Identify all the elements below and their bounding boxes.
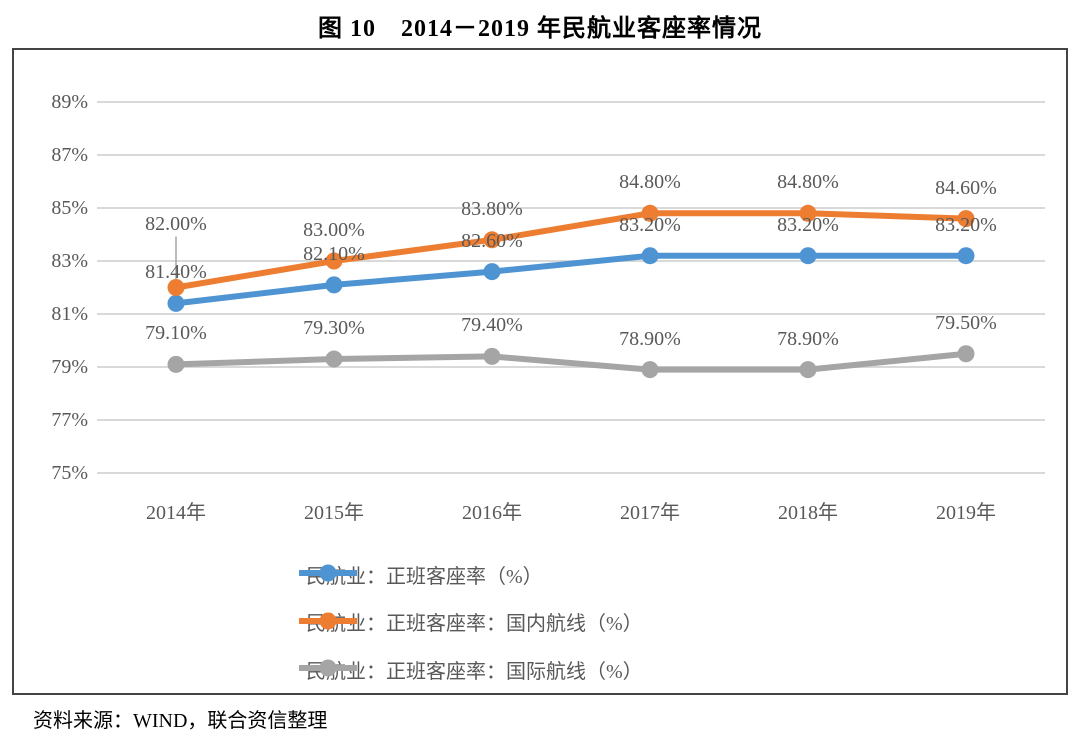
legend-item: 民航业：正班客座率：国际航线（%） xyxy=(299,658,643,683)
data-label: 78.90% xyxy=(777,327,839,350)
data-point-marker xyxy=(483,263,501,281)
x-axis-tick-label: 2016年 xyxy=(462,502,522,524)
legend-marker-gray xyxy=(299,659,357,677)
data-point-marker xyxy=(167,294,185,312)
legend-marker-orange xyxy=(299,612,357,629)
data-label: 82.00% xyxy=(145,212,207,235)
data-label: 83.00% xyxy=(303,219,365,241)
data-point-marker xyxy=(799,247,817,265)
data-label: 79.10% xyxy=(145,322,207,345)
data-point-marker xyxy=(325,252,343,270)
data-label: 79.50% xyxy=(935,311,997,334)
legend-label: 民航业：正班客座率（%） xyxy=(306,565,543,588)
series-line-blue xyxy=(173,252,969,307)
data-point-marker xyxy=(957,247,975,265)
data-label: 83.20% xyxy=(777,213,839,236)
data-point-marker xyxy=(641,204,659,222)
series-line-orange xyxy=(173,210,969,291)
data-point-marker xyxy=(483,231,501,249)
data-point-marker xyxy=(167,355,185,373)
data-point-marker xyxy=(957,210,975,228)
data-point-marker xyxy=(799,204,817,222)
data-point-marker xyxy=(325,350,343,368)
data-label: 84.80% xyxy=(619,171,681,194)
y-axis-tick-label: 81% xyxy=(51,303,88,325)
x-axis-tick-label: 2017年 xyxy=(620,502,680,524)
x-axis-tick-label: 2014年 xyxy=(146,502,206,524)
x-axis-tick-label: 2019年 xyxy=(936,502,996,524)
data-label: 84.80% xyxy=(777,171,839,194)
figure-title: 图 10 2014－2019 年民航业客座率情况 xyxy=(318,16,762,42)
y-axis-tick-label: 75% xyxy=(51,462,88,484)
line-chart-canvas xyxy=(97,101,1045,474)
data-label: 79.30% xyxy=(303,317,365,340)
legend-label: 民航业：正班客座率：国际航线（%） xyxy=(306,660,643,683)
y-axis-tick-label: 89% xyxy=(51,91,88,113)
y-axis-tick-label: 79% xyxy=(51,356,88,378)
data-point-marker xyxy=(799,361,817,379)
data-point-marker xyxy=(325,276,343,294)
data-label: 83.20% xyxy=(935,213,997,236)
y-axis-tick-label: 77% xyxy=(51,409,88,431)
legend-item: 民航业：正班客座率：国内航线（%） xyxy=(299,611,643,635)
legend-item: 民航业：正班客座率（%） xyxy=(299,563,543,588)
x-axis-tick-label: 2018年 xyxy=(778,502,838,524)
data-point-marker xyxy=(957,345,975,363)
y-axis-tick-label: 83% xyxy=(51,250,88,272)
data-label: 83.20% xyxy=(619,213,681,236)
legend-label: 民航业：正班客座率：国内航线（%） xyxy=(306,613,643,635)
data-point-marker xyxy=(167,279,185,296)
data-label: 83.80% xyxy=(461,197,523,220)
source-note: 资料来源：WIND，联合资信整理 xyxy=(33,710,328,732)
x-axis-tick-label: 2015年 xyxy=(304,502,364,524)
data-point-marker xyxy=(641,247,659,265)
data-label: 84.60% xyxy=(935,176,997,199)
legend-marker-blue xyxy=(299,564,357,582)
data-label: 79.40% xyxy=(461,314,523,337)
series-line-gray xyxy=(173,350,969,373)
data-label: 78.90% xyxy=(619,327,681,350)
data-point-marker xyxy=(641,361,659,379)
data-point-marker xyxy=(483,347,501,365)
y-axis-tick-label: 87% xyxy=(51,144,88,166)
chart-container: 89% 87% 85% 83% 81% 79% 77% 75% 2014年 2015年 2016年 2… xyxy=(12,48,1068,695)
data-label: 82.60% xyxy=(461,229,523,252)
y-axis-tick-label: 85% xyxy=(51,197,88,219)
data-label: 81.40% xyxy=(145,261,207,284)
data-label: 82.10% xyxy=(303,242,365,265)
